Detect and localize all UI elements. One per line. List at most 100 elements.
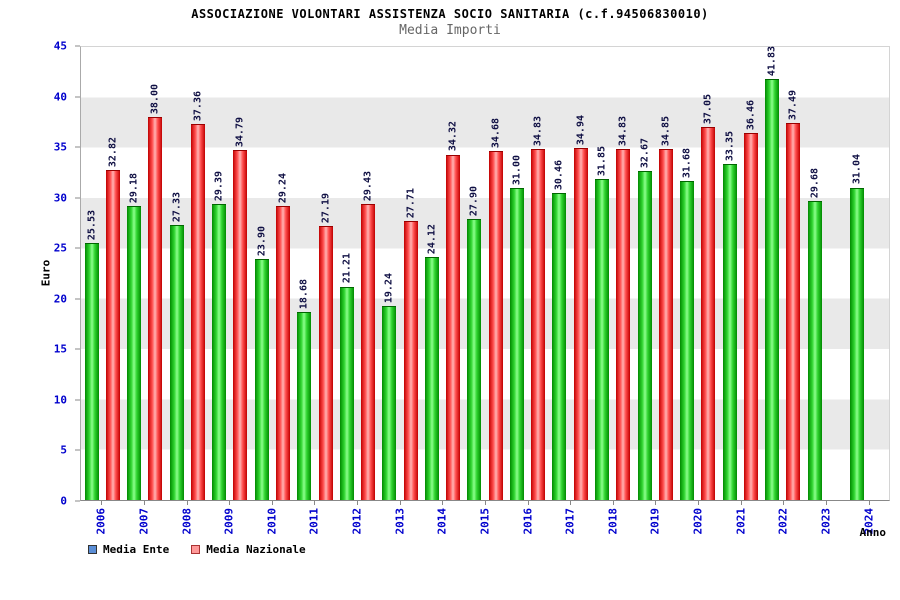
x-tick: 2010 [251,501,294,547]
bar-media-ente [765,78,780,500]
bar-value-label: 34.68 [490,117,502,148]
bar-slot: 41.83 [762,46,783,500]
year-label: 2007 [137,508,151,535]
bar-media-nazionale [743,132,758,500]
year-label: 2016 [521,508,535,535]
bar-slot [825,47,846,500]
bar-media-nazionale [105,169,120,500]
bar-media-ente [297,311,312,500]
y-tick-label: 0 [60,494,67,508]
year-group: 31.04 [847,47,890,500]
bar-slot: 37.36 [187,47,208,500]
bar-slot: 29.43 [357,47,378,500]
bar-slot: 32.82 [102,47,123,500]
bar-media-ente [382,306,397,500]
year-label: 2015 [478,508,492,535]
y-tick-label: 35 [53,140,67,154]
year-group: 31.85 34.83 [591,47,634,500]
bar-slot: 38.00 [145,47,166,500]
x-tick: 2020 [677,501,720,547]
bar-slot: 37.49 [783,47,804,500]
bar-value-label: 29.24 [277,172,289,203]
bar-media-nazionale [276,205,291,500]
year-group: 30.46 34.94 [549,47,592,500]
bar-slot: 27.71 [400,47,421,500]
bar-slot: 34.85 [655,47,676,500]
bar-value-label: 29.43 [362,170,374,201]
bar-value-label: 34.83 [617,116,629,147]
legend-item-media-ente: Media Ente [88,543,169,556]
year-label: 2008 [180,508,194,535]
bar-media-ente [595,179,609,500]
x-tick: 2015 [464,501,507,547]
bar-value-label: 27.33 [171,191,183,222]
bar-slot: 23.90 [251,47,272,500]
bar-slot: 34.68 [485,47,506,500]
bar-value-label: 34.94 [575,115,587,146]
year-label: 2022 [776,508,790,535]
y-tick-label: 20 [53,292,67,306]
bar-slot: 31.00 [506,47,527,500]
x-tick: 2011 [293,501,336,547]
bar-slot: 32.67 [634,47,655,500]
bar-slot: 34.83 [613,47,634,500]
plot-area: 25.53 32.82 29.18 38.00 27.33 37.36 29.39 34.79… [80,46,890,501]
bar-slot: 27.33 [166,47,187,500]
bar-value-label: 30.46 [553,160,565,191]
legend-label-media-nazionale: Media Nazionale [206,543,306,556]
legend-label-media-ente: Media Ente [103,543,170,556]
year-group: 27.33 37.36 [166,47,209,500]
bar-value-label: 29.18 [128,173,140,204]
bar-value-label: 24.12 [426,224,438,255]
bar-slot: 31.68 [676,47,697,500]
year-label: 2010 [265,508,279,535]
bar-slot: 34.83 [528,47,549,500]
x-tick: 2006 [80,501,123,547]
year-group: 29.39 34.79 [209,47,252,500]
year-label: 2014 [435,508,449,535]
bar-media-ente [722,164,737,500]
y-tick-mark [75,399,80,401]
bar-media-ente [254,259,269,500]
bar-value-label: 34.32 [447,121,459,152]
bar-media-ente [807,201,822,500]
bar-slot: 21.21 [336,47,357,500]
year-group: 24.12 34.32 [421,47,464,500]
bar-value-label: 31.68 [681,147,693,179]
bar-media-nazionale [233,149,248,500]
x-tick: 2018 [592,501,635,547]
year-group: 27.90 34.68 [464,47,507,500]
bar-media-ente [467,219,482,500]
bar-slot: 34.94 [570,47,591,500]
x-tick: 2007 [123,501,166,547]
y-tick-mark [75,449,80,451]
bar-value-label: 31.00 [511,154,523,185]
bar-media-nazionale [531,149,546,500]
year-label: 2011 [307,508,321,535]
bar-slot: 33.35 [719,47,740,500]
bar-media-ente [127,206,142,500]
bar-value-label: 32.82 [107,136,119,167]
x-tick: 2019 [634,501,677,547]
bar-media-ente [637,171,652,500]
bar-media-ente [424,257,439,500]
y-axis: 0 5 10 15 20 25 30 35 40 45 [0,40,80,508]
legend: Media Ente Media Nazionale [88,543,306,556]
bar-media-nazionale [190,123,205,500]
bar-slot: 27.19 [315,47,336,500]
media-nazionale-swatch-icon [191,545,201,554]
year-label: 2017 [563,508,577,535]
year-label: 2019 [648,508,662,535]
bar-value-label: 19.24 [383,273,395,304]
x-axis: 2006 2007 2008 2009 2010 2011 2012 2013 2014 2015… [80,501,890,547]
bar-slot: 29.68 [804,47,825,500]
year-group: 21.21 29.43 [336,47,379,500]
x-tick: 2022 [762,501,805,547]
bar-slot: 34.79 [230,47,251,500]
bar-slot: 31.04 [847,47,868,500]
bar-media-nazionale [148,117,163,500]
bar-value-label: 27.71 [405,187,417,219]
bar-media-nazionale [361,203,376,500]
y-tick-label: 5 [60,443,67,457]
